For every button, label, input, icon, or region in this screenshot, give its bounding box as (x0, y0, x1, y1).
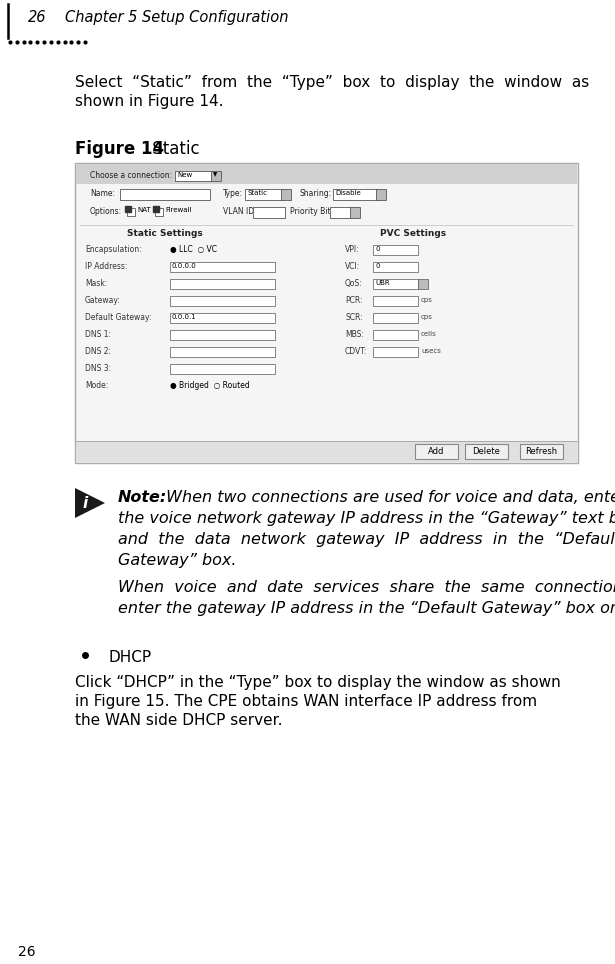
Text: shown in Figure 14.: shown in Figure 14. (75, 94, 223, 109)
Bar (211, 171, 221, 181)
Bar (170, 279, 275, 289)
Text: Figure 14: Figure 14 (75, 140, 164, 158)
Text: UBR: UBR (375, 280, 390, 286)
Text: VLAN ID:: VLAN ID: (223, 207, 256, 216)
Text: Delete: Delete (472, 446, 500, 456)
Bar (170, 296, 275, 306)
Bar (245, 189, 283, 200)
Text: Mask:: Mask: (85, 279, 108, 288)
Text: and  the  data  network  gateway  IP  address  in  the  “Default: and the data network gateway IP address … (118, 532, 615, 547)
Text: QoS:: QoS: (345, 279, 363, 288)
Bar (253, 207, 285, 218)
Text: PVC Settings: PVC Settings (380, 229, 446, 238)
Bar (170, 330, 275, 340)
Text: New: New (177, 172, 192, 178)
Text: Sharing:: Sharing: (300, 189, 332, 198)
Text: cps: cps (421, 314, 433, 320)
Text: VPI:: VPI: (345, 245, 360, 254)
Text: 0: 0 (375, 246, 379, 252)
Text: the voice network gateway IP address in the “Gateway” text box: the voice network gateway IP address in … (118, 511, 615, 526)
Text: PCR:: PCR: (345, 296, 362, 305)
Text: When  voice  and  date  services  share  the  same  connection,: When voice and date services share the s… (118, 580, 615, 595)
Bar (155, 208, 163, 216)
Text: ● LLC  ○ VC: ● LLC ○ VC (170, 245, 217, 254)
Bar (170, 364, 275, 374)
Text: Name:: Name: (90, 189, 115, 198)
Text: CDVT:: CDVT: (345, 347, 368, 356)
Text: cells: cells (421, 331, 437, 337)
Text: enter the gateway IP address in the “Default Gateway” box only.: enter the gateway IP address in the “Def… (118, 601, 615, 616)
Bar (373, 245, 418, 255)
Text: 0.0.0.1: 0.0.0.1 (172, 314, 197, 320)
Text: 26: 26 (18, 945, 36, 959)
Text: DNS 2:: DNS 2: (85, 347, 111, 356)
Text: Gateway” box.: Gateway” box. (118, 553, 237, 568)
Text: Refresh: Refresh (525, 446, 557, 456)
FancyBboxPatch shape (464, 443, 507, 459)
Text: DNS 3:: DNS 3: (85, 364, 111, 373)
Text: DHCP: DHCP (108, 650, 151, 665)
Bar (120, 189, 210, 200)
Text: Disable: Disable (335, 190, 361, 196)
Text: Static Settings: Static Settings (127, 229, 203, 238)
Polygon shape (75, 488, 105, 518)
Text: Click “DHCP” in the “Type” box to display the window as shown: Click “DHCP” in the “Type” box to displa… (75, 675, 561, 690)
FancyBboxPatch shape (520, 443, 563, 459)
Bar (175, 171, 213, 181)
Text: VCI:: VCI: (345, 262, 360, 271)
Text: DNS 1:: DNS 1: (85, 330, 111, 339)
Text: Options:: Options: (90, 207, 122, 216)
Text: When two connections are used for voice and data, enter: When two connections are used for voice … (161, 490, 615, 505)
Text: Default Gateway:: Default Gateway: (85, 313, 151, 322)
Text: 26: 26 (28, 10, 47, 25)
Text: IP Address:: IP Address: (85, 262, 127, 271)
Text: Firewall: Firewall (165, 207, 191, 213)
Text: MBS:: MBS: (345, 330, 364, 339)
Bar (170, 347, 275, 357)
Text: Priority Bits:: Priority Bits: (290, 207, 337, 216)
Bar (281, 189, 291, 200)
Bar (373, 313, 418, 323)
Bar (373, 262, 418, 272)
Text: Static: Static (147, 140, 200, 158)
Text: Mode:: Mode: (85, 381, 108, 390)
Text: Add: Add (428, 446, 444, 456)
Text: ▼: ▼ (213, 172, 217, 177)
Text: 0.0.0.0: 0.0.0.0 (172, 263, 197, 269)
Bar (127, 208, 135, 216)
Text: NAT: NAT (137, 207, 151, 213)
Text: in Figure 15. The CPE obtains WAN interface IP address from: in Figure 15. The CPE obtains WAN interf… (75, 694, 537, 709)
Text: Encapsulation:: Encapsulation: (85, 245, 141, 254)
Bar (75, 163, 578, 463)
Text: Choose a connection:: Choose a connection: (90, 171, 172, 180)
Text: the WAN side DHCP server.: the WAN side DHCP server. (75, 713, 282, 728)
Bar (330, 207, 352, 218)
Text: Type:: Type: (223, 189, 243, 198)
Bar (376, 189, 386, 200)
Bar (76, 164, 577, 184)
FancyBboxPatch shape (415, 443, 458, 459)
Bar (418, 279, 428, 289)
Text: Chapter 5 Setup Configuration: Chapter 5 Setup Configuration (65, 10, 288, 25)
Text: cps: cps (421, 297, 433, 303)
Text: ● Bridged  ○ Routed: ● Bridged ○ Routed (170, 381, 250, 390)
Bar (350, 207, 360, 218)
Text: 0: 0 (375, 263, 379, 269)
Text: i: i (82, 495, 87, 511)
Text: Gateway:: Gateway: (85, 296, 121, 305)
Bar (76, 441, 577, 462)
Bar (373, 296, 418, 306)
Text: Static: Static (247, 190, 267, 196)
Bar (170, 313, 275, 323)
Text: usecs: usecs (421, 348, 441, 354)
Bar (333, 189, 378, 200)
Bar (373, 279, 418, 289)
Bar (373, 330, 418, 340)
Text: Select  “Static”  from  the  “Type”  box  to  display  the  window  as: Select “Static” from the “Type” box to d… (75, 75, 589, 90)
Bar (373, 347, 418, 357)
Text: Note:: Note: (118, 490, 167, 505)
Bar (170, 262, 275, 272)
Text: SCR:: SCR: (345, 313, 363, 322)
